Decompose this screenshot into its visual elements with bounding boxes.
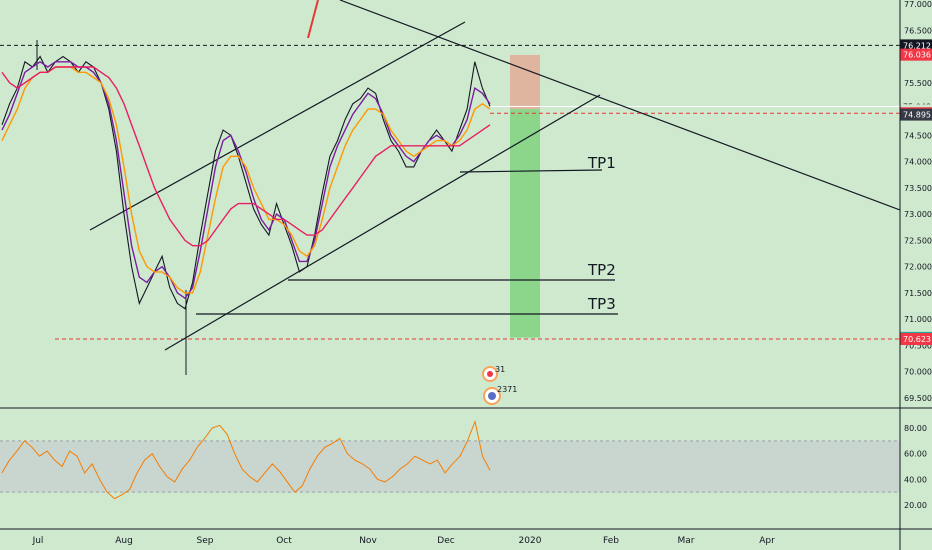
time-tick-label: Sep bbox=[197, 536, 214, 546]
price-tick-label: 76.500 bbox=[904, 26, 932, 35]
rsi-tick-label: 80.00 bbox=[904, 424, 927, 433]
tp3-text: TP3 bbox=[587, 295, 616, 313]
price-tick-label: 70.500 bbox=[904, 341, 932, 350]
rsi-tick-label: 40.00 bbox=[904, 475, 927, 484]
price-badge-label: 74.895 bbox=[903, 111, 931, 120]
event-count-2: 2371 bbox=[497, 385, 517, 394]
channel-upper-line bbox=[89, 21, 466, 231]
price-scale-background bbox=[900, 0, 932, 550]
stop-loss-zone bbox=[510, 54, 540, 110]
price-tick-label: 72.000 bbox=[904, 263, 932, 272]
event-dot-icon bbox=[487, 371, 493, 377]
red-arrow-line bbox=[307, 0, 319, 39]
time-tick-label: Nov bbox=[359, 536, 377, 546]
tp1-line bbox=[459, 169, 603, 173]
price-badge bbox=[900, 39, 932, 52]
price-badge bbox=[900, 48, 932, 61]
time-tick-label: Aug bbox=[115, 536, 133, 546]
price-tick-label: 77.000 bbox=[904, 0, 932, 9]
price-series-line-3 bbox=[1, 66, 491, 247]
downtrend-line bbox=[339, 0, 901, 211]
time-tick-label: Feb bbox=[603, 536, 619, 546]
price-series bbox=[1, 55, 491, 310]
flag-icon bbox=[488, 392, 496, 400]
rsi-line bbox=[1, 419, 491, 500]
time-tick-label: Dec bbox=[437, 536, 454, 546]
event-markers[interactable]: 31 2371 bbox=[482, 365, 517, 405]
tp2-label: TP2 bbox=[587, 261, 616, 279]
price-tick-label: 75.500 bbox=[904, 79, 932, 88]
time-tick-label: 2020 bbox=[519, 536, 542, 546]
rsi-tick-label: 20.00 bbox=[904, 501, 927, 510]
price-series-line-0 bbox=[1, 55, 491, 310]
price-badge-label: 76.036 bbox=[903, 51, 931, 60]
event-count-1: 31 bbox=[495, 365, 505, 374]
price-drawings bbox=[0, 0, 901, 375]
price-tick-label: 72.500 bbox=[904, 236, 932, 245]
price-tick-label: 74.500 bbox=[904, 131, 932, 140]
price-badge-label: 70.623 bbox=[903, 335, 931, 344]
price-tick-label: 73.500 bbox=[904, 184, 932, 193]
time-tick-label: Oct bbox=[276, 536, 292, 546]
time-tick-label: Apr bbox=[759, 536, 775, 546]
time-tick-label: Jul bbox=[32, 536, 44, 546]
tp3-label: TP3 bbox=[587, 295, 616, 313]
rsi-tick-label: 60.00 bbox=[904, 450, 927, 459]
tp1-label: TP1 bbox=[587, 154, 616, 172]
price-tick-label: 71.500 bbox=[904, 289, 932, 298]
time-tick-label: Mar bbox=[678, 536, 695, 546]
time-axis[interactable]: Jul Aug Sep Oct Nov Dec 2020 Feb Mar Apr bbox=[32, 536, 776, 546]
price-badge bbox=[900, 333, 932, 346]
price-tick-label: 70.000 bbox=[904, 368, 932, 377]
price-badge-label: 76.212 bbox=[903, 41, 931, 50]
tp1-text: TP1 bbox=[587, 154, 616, 172]
rsi-pane: 80.00 60.00 40.00 20.00 bbox=[0, 419, 927, 510]
price-tick-label: 74.000 bbox=[904, 158, 932, 167]
price-series-line-2 bbox=[1, 66, 491, 294]
price-tick-label: 69.500 bbox=[904, 394, 932, 403]
channel-lower-line bbox=[164, 94, 601, 351]
price-axis[interactable]: 77.00076.50076.00075.50075.00074.50074.0… bbox=[900, 0, 932, 403]
price-badge bbox=[900, 108, 932, 121]
price-tick-label: 73.000 bbox=[904, 210, 932, 219]
tp2-text: TP2 bbox=[587, 261, 616, 279]
take-profit-zone bbox=[510, 109, 540, 338]
price-tick-label: 71.000 bbox=[904, 315, 932, 324]
